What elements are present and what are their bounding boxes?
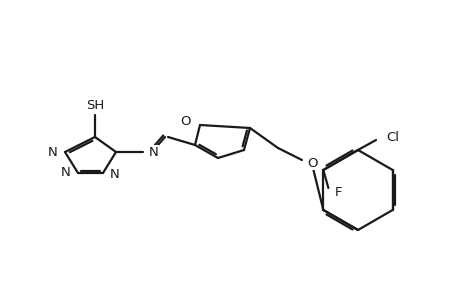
Text: O: O — [306, 157, 317, 169]
Text: O: O — [180, 115, 190, 128]
Text: N: N — [110, 169, 119, 182]
Text: SH: SH — [86, 98, 104, 112]
Text: N: N — [149, 146, 158, 158]
Text: Cl: Cl — [385, 130, 398, 143]
Text: N: N — [48, 146, 58, 158]
Text: N: N — [61, 167, 71, 179]
Text: F: F — [334, 187, 341, 200]
